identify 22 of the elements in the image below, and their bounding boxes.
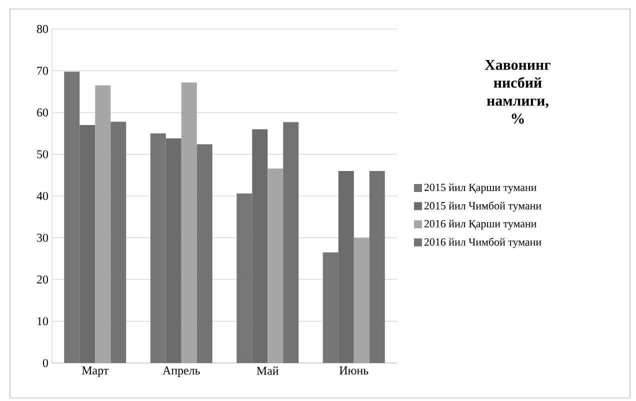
y-tick-label: 0 [42,358,48,368]
y-tick-label: 50 [37,150,48,158]
y-tick-label: 10 [38,317,48,326]
bar [369,170,385,363]
y-tick-label: 30 [37,234,48,242]
bar [283,122,299,363]
y-tick-label: 60 [37,108,48,117]
legend-label: 2015 йил Чимбой тумани [424,201,542,212]
bar [110,122,126,363]
y-tick-label: 70 [37,66,48,75]
legend-label: 2015 йил Қарши тумани [424,183,536,194]
x-tick-label: Июнь [340,366,368,374]
text: Хавонинг нисбий намлиги, % [484,60,551,124]
legend-label: 2016 йил Қарши тумани [424,220,536,230]
x-tick-label: Май [256,366,279,375]
x-tick-label: Март [82,366,108,377]
legend-label: 2016 йил Чимбой тумани [424,238,542,248]
y-tick-label: 20 [37,275,48,284]
y-tick-label: 40 [36,192,48,200]
x-tick-label: Апрель [162,366,200,377]
y-tick-label: 80 [36,24,48,34]
bar [196,144,212,363]
